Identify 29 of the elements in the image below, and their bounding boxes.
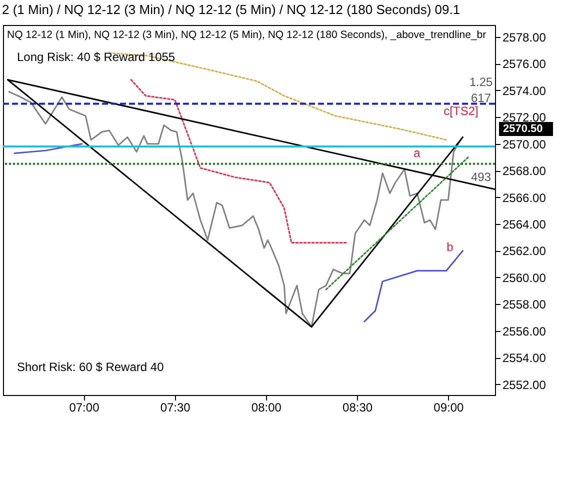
y-tick-label: 2560.00 [502,270,546,285]
annotation: b [446,240,454,254]
annotation: 617 [470,91,492,105]
y-tick-label: 2574.00 [502,84,546,98]
chart-title: 2 (1 Min) / NQ 12-12 (3 Min) / NQ 12-12 (5 Min) / NQ 12-12 (180 Seconds) 09.1 [2,2,460,17]
y-tick-label: 2558.00 [502,298,546,312]
y-tick-label: 2576.00 [502,57,546,72]
y-tick-label: 2552.00 [502,378,546,392]
y-tick-label: 2566.00 [502,190,546,205]
annotation: 1.25 [469,75,493,89]
x-tick-label: 08:00 [251,400,282,414]
y-tick-label: 2570.00 [502,137,546,152]
annotation: 493 [470,170,492,184]
x-tick-label: 07:00 [69,400,100,414]
x-tick-label: 09:00 [434,400,464,414]
y-tick-label: 2564.00 [502,218,546,232]
y-tick-label: 2556.00 [502,324,546,338]
y-tick-label: 2562.00 [502,244,546,258]
x-tick-label: 07:30 [160,400,191,414]
y-tick-label: 2554.00 [502,351,546,366]
y-tick-label: 2572.00 [502,110,546,125]
y-tick-label: 2568.00 [502,164,546,178]
annotation: a [414,146,421,160]
y-tick-label: 2578.00 [502,30,546,45]
x-tick-label: 08:30 [342,400,373,414]
annotation: NQ 12-12 (1 Min), NQ 12-12 (3 Min), NQ 12-12 (5 Min), NQ 12-12 (180 Seconds), _above_trendline_br [7,29,487,41]
text: 2570.50 [503,123,543,135]
annotation: Short Risk: 60 $ Reward 40 [17,360,164,374]
annotation: c[TS2] [444,104,478,118]
